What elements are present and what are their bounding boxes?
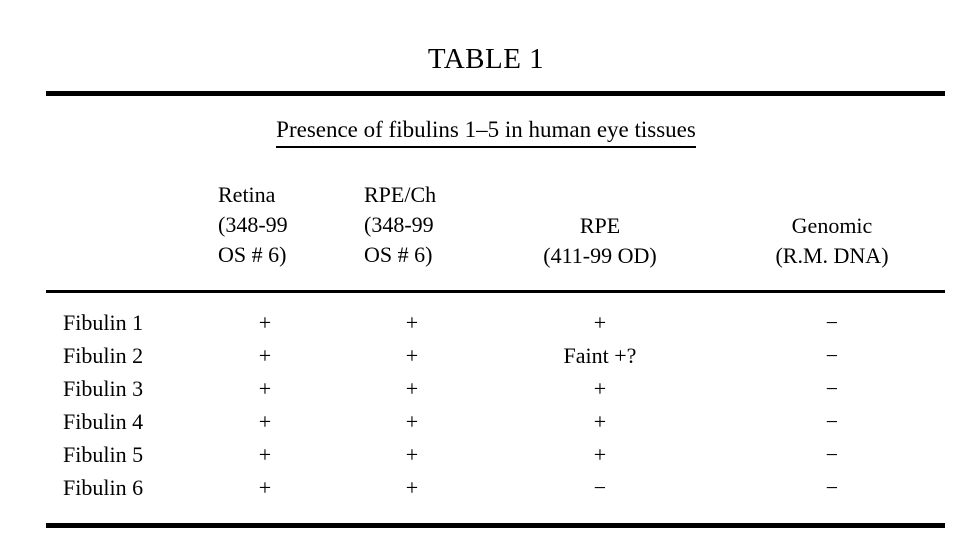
column-header-genomic-line-2: (R.M. DNA): [775, 243, 889, 268]
cell-retina: +: [258, 310, 272, 335]
cell-rpe-ch: +: [405, 376, 419, 401]
table-row: Fibulin 1 + + + −: [0, 306, 972, 339]
column-header-retina: Retina (348-99 OS # 6): [218, 180, 288, 270]
table-body: Fibulin 1 + + + − Fibulin 2 + + Faint +?…: [0, 306, 972, 504]
cell-retina: +: [258, 376, 272, 401]
cell-genomic: −: [825, 343, 839, 368]
table-row: Fibulin 4 + + + −: [0, 405, 972, 438]
cell-rpe-ch: +: [405, 343, 419, 368]
cell-rpe: +: [593, 409, 607, 434]
column-header-rpe-ch-line-3: OS # 6): [364, 242, 433, 267]
column-header-retina-line-3: OS # 6): [218, 242, 287, 267]
table-caption-container: Presence of fibulins 1–5 in human eye ti…: [0, 116, 972, 148]
cell-retina: +: [258, 442, 272, 467]
table-row: Fibulin 5 + + + −: [0, 438, 972, 471]
cell-rpe: Faint +?: [563, 343, 637, 368]
cell-genomic: −: [825, 475, 839, 500]
table-header-row: Retina (348-99 OS # 6) RPE/Ch (348-99 OS…: [0, 180, 972, 285]
page-title: TABLE 1: [427, 43, 545, 75]
cell-genomic: −: [825, 376, 839, 401]
column-header-retina-line-1: Retina: [218, 182, 276, 207]
cell-retina: +: [258, 409, 272, 434]
cell-rpe-ch: +: [405, 409, 419, 434]
column-header-rpe-ch-line-2: (348-99: [364, 212, 434, 237]
column-header-genomic: Genomic (R.M. DNA): [732, 211, 932, 271]
table-bottom-rule: [46, 523, 945, 528]
cell-genomic: −: [825, 310, 839, 335]
row-label: Fibulin 4: [63, 409, 144, 434]
cell-retina: +: [258, 475, 272, 500]
cell-rpe: +: [593, 310, 607, 335]
table-row: Fibulin 6 + + − −: [0, 471, 972, 504]
column-header-rpe-ch: RPE/Ch (348-99 OS # 6): [364, 180, 436, 270]
cell-rpe-ch: +: [405, 442, 419, 467]
row-label: Fibulin 3: [63, 376, 144, 401]
row-label: Fibulin 6: [63, 475, 144, 500]
table-row: Fibulin 3 + + + −: [0, 372, 972, 405]
cell-genomic: −: [825, 409, 839, 434]
column-header-rpe: RPE (411-99 OD): [500, 211, 700, 271]
row-label: Fibulin 5: [63, 442, 144, 467]
table-caption: Presence of fibulins 1–5 in human eye ti…: [276, 116, 696, 148]
cell-rpe: +: [593, 376, 607, 401]
cell-genomic: −: [825, 442, 839, 467]
column-header-rpe-line-1: RPE: [579, 213, 621, 238]
column-header-rpe-ch-line-1: RPE/Ch: [364, 182, 437, 207]
column-header-genomic-line-1: Genomic: [791, 213, 873, 238]
table-header-rule: [46, 290, 945, 293]
table-row: Fibulin 2 + + Faint +? −: [0, 339, 972, 372]
row-label: Fibulin 1: [63, 310, 144, 335]
cell-retina: +: [258, 343, 272, 368]
row-label: Fibulin 2: [63, 343, 144, 368]
column-header-rpe-line-2: (411-99 OD): [543, 243, 657, 268]
cell-rpe-ch: +: [405, 310, 419, 335]
cell-rpe-ch: +: [405, 475, 419, 500]
cell-rpe: +: [593, 442, 607, 467]
column-header-retina-line-2: (348-99: [218, 212, 288, 237]
cell-rpe: −: [593, 475, 607, 500]
table-top-rule: [46, 91, 945, 96]
